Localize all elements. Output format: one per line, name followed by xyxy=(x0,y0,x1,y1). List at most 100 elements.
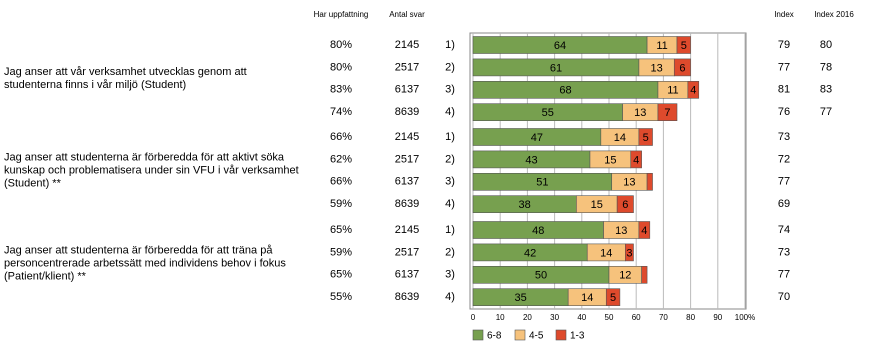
question: Jag anser att studenterna är förberedda … xyxy=(4,244,286,283)
share: 80% xyxy=(330,39,352,51)
row-label: 3) xyxy=(445,269,455,281)
legend-swatch xyxy=(555,329,567,341)
value-label: 55 xyxy=(542,107,554,119)
bar-segment xyxy=(616,195,634,213)
x-tick-label: 60 xyxy=(632,313,641,322)
bar-segment xyxy=(687,81,700,99)
count: 6137 xyxy=(395,176,419,188)
value-label: 43 xyxy=(525,154,537,166)
x-tick-label: 30 xyxy=(550,313,559,322)
row-label: 3) xyxy=(445,176,455,188)
bar-segment xyxy=(641,265,648,284)
bar-segment xyxy=(630,150,642,169)
plot-frame xyxy=(469,32,747,310)
count: 8639 xyxy=(395,106,419,118)
count: 6137 xyxy=(395,269,419,281)
x-tick-label: 80 xyxy=(686,313,695,322)
index: 70 xyxy=(778,291,790,303)
index: 77 xyxy=(778,61,790,73)
row-label: 1) xyxy=(445,131,455,143)
value-label: 5 xyxy=(610,292,616,304)
value-label: 68 xyxy=(559,85,571,97)
header-index-prev: Index 2016 xyxy=(814,10,854,19)
share: 80% xyxy=(330,61,352,73)
share: 83% xyxy=(330,84,352,96)
count: 2517 xyxy=(395,61,419,73)
value-label: 38 xyxy=(519,199,531,211)
row-label: 2) xyxy=(445,61,455,73)
share: 59% xyxy=(330,246,352,258)
value-label: 4 xyxy=(690,85,696,97)
x-tick-label: 10 xyxy=(496,313,505,322)
share: 55% xyxy=(330,291,352,303)
value-label: 13 xyxy=(615,225,627,237)
x-tick-label: 100% xyxy=(735,313,755,322)
x-tick-label: 90 xyxy=(713,313,722,322)
index: 69 xyxy=(778,198,790,210)
row-label: 3) xyxy=(445,84,455,96)
value-label: 15 xyxy=(604,154,616,166)
row-label: 1) xyxy=(445,39,455,51)
value-label: 14 xyxy=(614,132,626,144)
index: 77 xyxy=(778,176,790,188)
count: 8639 xyxy=(395,291,419,303)
bar-segment xyxy=(673,58,691,77)
count: 8639 xyxy=(395,198,419,210)
value-label: 3 xyxy=(626,247,632,259)
index: 74 xyxy=(778,224,790,236)
index-prev: 83 xyxy=(820,84,832,96)
legend-label: 6-8 xyxy=(487,331,502,342)
x-tick-label: 70 xyxy=(659,313,668,322)
header-index: Index xyxy=(774,10,794,19)
value-label: 11 xyxy=(667,85,678,97)
value-label: 14 xyxy=(581,292,593,304)
row-label: 4) xyxy=(445,106,455,118)
count: 2145 xyxy=(395,224,419,236)
value-label: 6 xyxy=(622,199,628,211)
count: 2145 xyxy=(395,131,419,143)
bar-segment xyxy=(638,128,653,146)
legend-label: 4-5 xyxy=(529,331,544,342)
index: 73 xyxy=(778,131,790,143)
row-label: 2) xyxy=(445,153,455,165)
value-label: 14 xyxy=(600,247,612,259)
count: 2517 xyxy=(395,246,419,258)
share: 66% xyxy=(330,131,352,143)
value-label: 35 xyxy=(514,292,526,304)
count: 2145 xyxy=(395,39,419,51)
share: 66% xyxy=(330,176,352,188)
index: 72 xyxy=(778,153,790,165)
row-label: 2) xyxy=(445,246,455,258)
value-label: 4 xyxy=(641,225,647,237)
share: 74% xyxy=(330,106,352,118)
index: 73 xyxy=(778,246,790,258)
value-label: 15 xyxy=(591,199,603,211)
share: 65% xyxy=(330,269,352,281)
value-label: 7 xyxy=(664,107,670,119)
value-label: 13 xyxy=(650,62,662,74)
row-label: 1) xyxy=(445,224,455,236)
value-label: 5 xyxy=(681,40,687,52)
value-label: 64 xyxy=(554,40,566,52)
x-tick-label: 0 xyxy=(471,313,476,322)
row-label: 4) xyxy=(445,198,455,210)
legend-swatch xyxy=(472,329,484,341)
row-label: 4) xyxy=(445,291,455,303)
index: 77 xyxy=(778,269,790,281)
value-label: 42 xyxy=(524,247,536,259)
bar-segment xyxy=(676,36,691,54)
bar-segment xyxy=(638,221,651,239)
question: Jag anser att studenterna är förberedda … xyxy=(4,151,299,190)
index-prev: 78 xyxy=(820,61,832,73)
count: 6137 xyxy=(395,84,419,96)
value-label: 6 xyxy=(679,62,685,74)
value-label: 13 xyxy=(623,177,635,189)
count: 2517 xyxy=(395,153,419,165)
share: 59% xyxy=(330,198,352,210)
index: 79 xyxy=(778,39,790,51)
index: 76 xyxy=(778,106,790,118)
bar-segment xyxy=(646,173,653,191)
x-tick-label: 40 xyxy=(577,313,586,322)
